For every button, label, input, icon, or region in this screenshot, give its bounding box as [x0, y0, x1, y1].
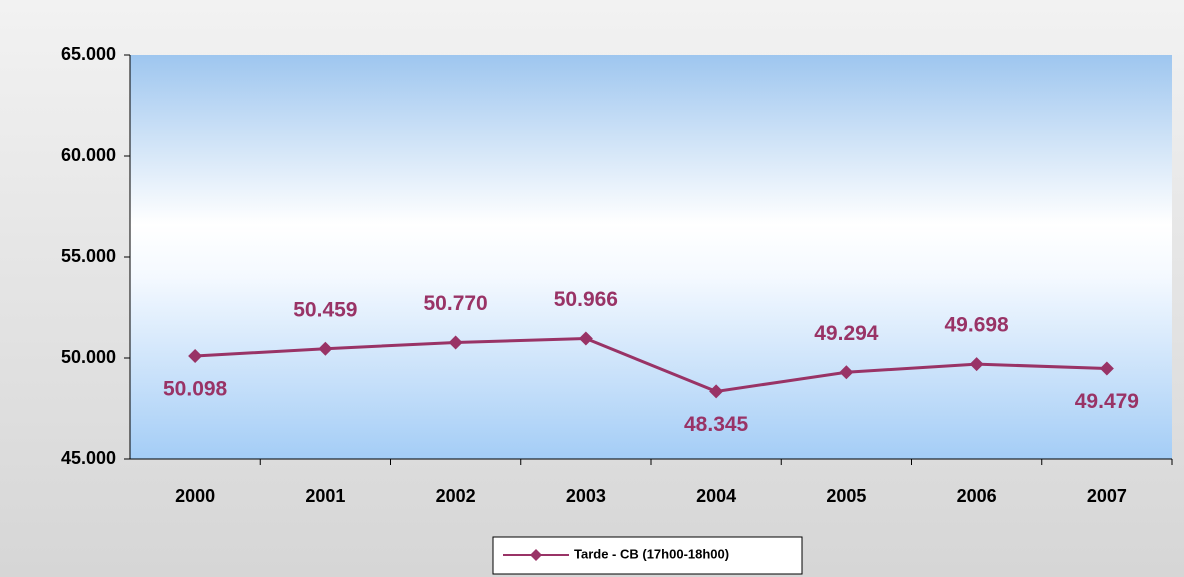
data-label: 50.459	[293, 298, 357, 321]
y-tick-label: 45.000	[61, 448, 116, 468]
data-label: 49.479	[1075, 390, 1139, 413]
data-point	[448, 335, 463, 350]
data-point	[188, 349, 203, 364]
x-tick-label: 2007	[1087, 486, 1127, 506]
data-point	[318, 341, 333, 356]
y-tick-label: 60.000	[61, 145, 116, 165]
y-tick-label: 50.000	[61, 347, 116, 367]
x-tick-label: 2004	[696, 486, 736, 506]
plot-area	[130, 55, 1172, 459]
x-tick-label: 2001	[305, 486, 345, 506]
data-point	[1099, 361, 1114, 376]
legend-marker	[530, 549, 542, 561]
legend-label: Tarde - CB (17h00-18h00)	[574, 546, 729, 561]
data-label: 50.098	[163, 378, 228, 401]
data-label: 50.770	[424, 292, 488, 315]
data-point	[969, 357, 984, 372]
x-tick-label: 2003	[566, 486, 606, 506]
data-label: 48.345	[684, 413, 749, 436]
x-tick-label: 2006	[957, 486, 997, 506]
x-tick-label: 2005	[826, 486, 866, 506]
data-point	[709, 384, 724, 399]
data-label: 49.698	[945, 314, 1010, 337]
series-line	[195, 336, 1107, 393]
data-point	[839, 365, 854, 380]
data-label: 50.966	[554, 288, 618, 311]
y-tick-label: 65.000	[61, 44, 116, 64]
data-label: 49.294	[814, 322, 879, 345]
data-point	[578, 331, 593, 346]
x-tick-label: 2002	[436, 486, 476, 506]
x-tick-label: 2000	[175, 486, 215, 506]
y-tick-label: 55.000	[61, 246, 116, 266]
